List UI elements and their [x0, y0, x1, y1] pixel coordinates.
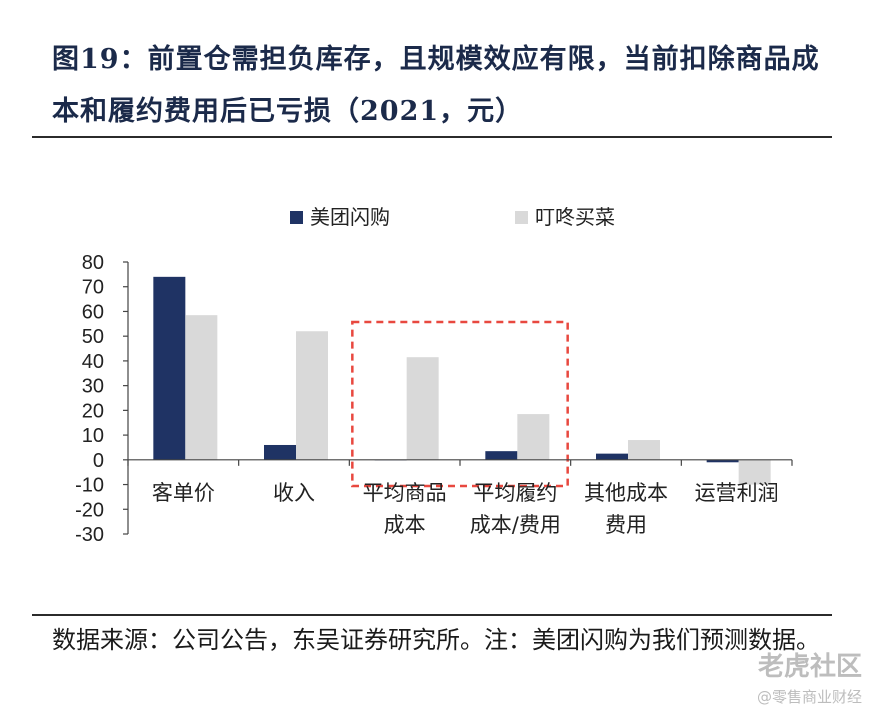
legend-swatch-1	[290, 211, 303, 224]
category-label: 运营利润	[695, 481, 779, 505]
bottom-rule	[32, 614, 832, 616]
y-tick-label: -10	[75, 475, 104, 497]
legend-label: 美团闪购	[310, 205, 390, 229]
y-tick-label: 20	[82, 400, 104, 422]
legend-swatch-2	[515, 211, 528, 224]
y-tick-label: 30	[82, 376, 104, 398]
bar-series-2	[628, 440, 660, 460]
y-tick-label: 80	[82, 252, 104, 274]
bar-series-1	[264, 444, 296, 460]
bar-series-2	[406, 357, 439, 460]
bar-series-2	[738, 459, 771, 485]
bar-series-2	[185, 315, 218, 460]
bar-series-1	[596, 453, 628, 460]
watermark-handle: @零售商业财经	[756, 688, 862, 706]
y-tick-label: 40	[82, 351, 104, 373]
y-tick-label: 10	[82, 425, 104, 447]
category-label: 成本	[384, 513, 426, 537]
y-tick-label: -30	[75, 524, 104, 546]
y-tick-label: -20	[75, 499, 104, 521]
category-label: 其他成本	[584, 481, 668, 505]
legend-label: 叮咚买菜	[535, 205, 615, 229]
top-rule	[32, 136, 832, 138]
bar-series-2	[296, 331, 328, 460]
category-label: 客单价	[152, 481, 215, 505]
category-label: 平均商品	[363, 481, 447, 505]
bar-series-1	[153, 276, 186, 460]
category-label: 成本/费用	[470, 513, 561, 537]
y-tick-label: 60	[82, 301, 104, 323]
bar-series-1	[706, 459, 739, 463]
y-tick-label: 0	[93, 450, 104, 472]
category-label: 收入	[273, 481, 315, 505]
chart-title: 图19：前置仓需担负库存，且规模效应有限，当前扣除商品成本和履约费用后已亏损（2…	[52, 44, 820, 127]
source-note: 数据来源：公司公告，东吴证券研究所。注：美团闪购为我们预测数据。	[52, 626, 820, 654]
highlight-box	[351, 320, 569, 488]
category-label: 费用	[605, 513, 647, 537]
bar-series-1	[485, 451, 518, 460]
category-label: 平均履约	[473, 481, 557, 505]
watermark-brand: 老虎社区	[757, 652, 862, 682]
y-tick-label: 70	[82, 277, 104, 299]
y-tick-label: 50	[82, 326, 104, 348]
bar-series-2	[517, 414, 550, 460]
